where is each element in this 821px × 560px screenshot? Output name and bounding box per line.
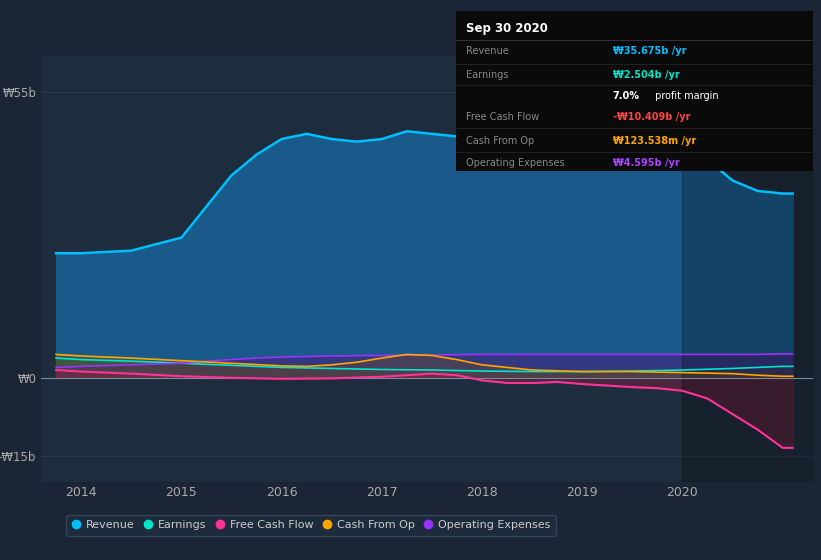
Text: ₩123.538m /yr: ₩123.538m /yr [612, 136, 696, 146]
Text: Revenue: Revenue [466, 46, 509, 57]
Text: Operating Expenses: Operating Expenses [466, 158, 565, 168]
Text: Sep 30 2020: Sep 30 2020 [466, 22, 548, 35]
Legend: Revenue, Earnings, Free Cash Flow, Cash From Op, Operating Expenses: Revenue, Earnings, Free Cash Flow, Cash … [67, 515, 556, 535]
Text: 7.0%: 7.0% [612, 91, 640, 101]
Text: Free Cash Flow: Free Cash Flow [466, 112, 539, 122]
Text: profit margin: profit margin [652, 91, 718, 101]
Text: -₩10.409b /yr: -₩10.409b /yr [612, 112, 690, 122]
Text: ₩35.675b /yr: ₩35.675b /yr [612, 46, 686, 57]
Text: ₩4.595b /yr: ₩4.595b /yr [612, 158, 680, 168]
Text: Earnings: Earnings [466, 70, 509, 80]
Text: Cash From Op: Cash From Op [466, 136, 534, 146]
Text: ₩2.504b /yr: ₩2.504b /yr [612, 70, 680, 80]
Bar [682, 56, 813, 482]
